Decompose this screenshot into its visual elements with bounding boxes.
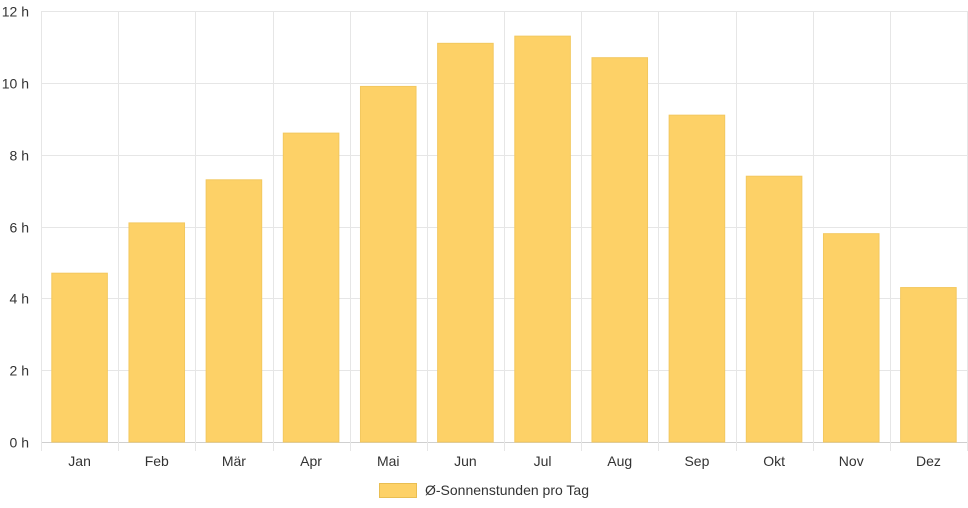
legend-label: Ø-Sonnenstunden pro Tag xyxy=(425,482,589,498)
bar xyxy=(437,42,494,443)
bar xyxy=(51,272,108,443)
x-tick-label: Aug xyxy=(607,453,632,469)
y-tick-label: 0 h xyxy=(10,435,29,451)
bar xyxy=(668,114,726,443)
y-tick-label: 4 h xyxy=(10,291,29,307)
bar xyxy=(128,222,186,443)
legend-swatch xyxy=(379,482,417,498)
legend[interactable]: Ø-Sonnenstunden pro Tag xyxy=(0,478,968,502)
x-tick-label: Mär xyxy=(222,453,246,469)
x-tick-label: Jun xyxy=(454,453,477,469)
y-tick-label: 6 h xyxy=(10,220,29,236)
x-tick-label: Okt xyxy=(763,453,785,469)
x-tick-label: Feb xyxy=(145,453,169,469)
bar xyxy=(282,132,340,443)
x-tick-label: Nov xyxy=(839,453,864,469)
y-tick-label: 8 h xyxy=(10,148,29,164)
x-tick-label: Jan xyxy=(68,453,91,469)
bar xyxy=(205,179,263,443)
bar xyxy=(822,233,880,443)
y-tick-label: 2 h xyxy=(10,363,29,379)
bar xyxy=(359,85,417,443)
x-tick-label: Dez xyxy=(916,453,941,469)
x-tick-label: Apr xyxy=(300,453,322,469)
x-tick-label: Mai xyxy=(377,453,400,469)
y-tick-label: 10 h xyxy=(2,76,29,92)
bar xyxy=(745,175,803,443)
bar xyxy=(514,35,571,443)
y-tick-label: 12 h xyxy=(2,4,29,20)
bar xyxy=(591,57,649,443)
x-tick-label: Sep xyxy=(684,453,709,469)
bar xyxy=(900,287,957,443)
x-tick-label: Jul xyxy=(534,453,552,469)
